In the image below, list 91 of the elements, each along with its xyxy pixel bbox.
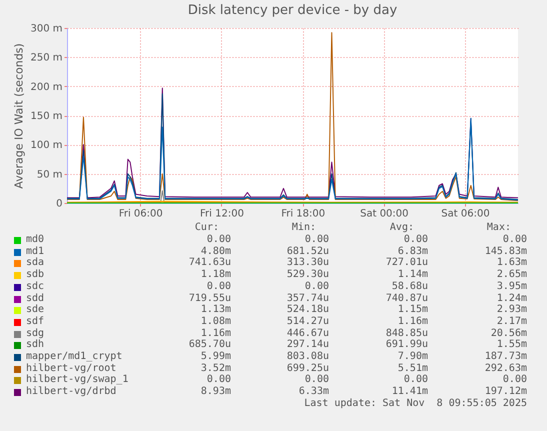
text: Avg: xyxy=(388,222,414,234)
text: 0.00 xyxy=(402,374,428,386)
text: 1.14m xyxy=(396,269,428,282)
text: 197.12m xyxy=(484,386,527,398)
line-series xyxy=(66,32,518,202)
text: 681.52u xyxy=(286,246,329,258)
text: 5.99m xyxy=(200,351,231,363)
text: 0.00 xyxy=(402,234,428,246)
text: 1.63m xyxy=(496,257,527,270)
text: 5.51m xyxy=(396,362,428,374)
legend-label: md0 xyxy=(26,234,44,246)
text: 2.93m xyxy=(496,304,527,316)
text: 685.70u xyxy=(188,339,231,352)
text: 6.33m xyxy=(298,386,329,398)
text: Cur: xyxy=(194,222,219,234)
x-tick-label: Fri 06:00 xyxy=(118,208,163,220)
legend-label: mapper/md1_crypt xyxy=(26,351,122,363)
text: Max: xyxy=(486,222,511,234)
legend-label: md1 xyxy=(26,246,44,257)
y-axis-title: Average IO Wait (seconds) xyxy=(12,43,26,189)
text: 0.00 xyxy=(304,280,329,293)
text: 58.68u xyxy=(390,280,428,293)
text: 0.00 xyxy=(502,234,527,246)
text: 803.08u xyxy=(286,351,329,363)
line-series xyxy=(66,118,518,201)
text: 1.18m xyxy=(200,269,231,282)
legend-label: sda xyxy=(26,257,44,269)
legend-label: sdb xyxy=(26,269,44,281)
y-tick-label: 250 m xyxy=(30,52,62,64)
text: 11.41m xyxy=(390,386,428,398)
text: 848.85u xyxy=(384,328,428,340)
legend-label: sdd xyxy=(26,292,44,304)
text: 297.14u xyxy=(286,339,329,352)
text: 1.15m xyxy=(396,304,428,316)
text: 4.80m xyxy=(200,246,231,258)
text: 7.90m xyxy=(396,351,428,363)
text: 1.55m xyxy=(496,339,527,352)
legend-label: sdg xyxy=(26,328,44,339)
y-tick-label: 0 xyxy=(56,198,62,210)
text: 529.30u xyxy=(286,269,329,282)
text: 3.52m xyxy=(200,362,231,374)
text: 0.00 xyxy=(206,234,231,246)
text: 292.63m xyxy=(484,362,527,374)
text: 514.27u xyxy=(286,316,329,328)
y-tick-label: 300 m xyxy=(30,24,62,34)
legend-label: sdh xyxy=(26,339,44,351)
text: 0.00 xyxy=(206,280,231,293)
x-tick-label: Fri 18:00 xyxy=(281,208,326,220)
legend-label: sdf xyxy=(26,316,44,328)
chart-title: Disk latency per device - by day xyxy=(188,3,398,18)
text: 1.16m xyxy=(200,328,231,340)
text: 524.18u xyxy=(286,304,329,316)
text: 699.25u xyxy=(286,362,329,374)
y-tick-label: 200 m xyxy=(30,82,62,93)
text: 0.00 xyxy=(502,374,527,386)
text: 2.17m xyxy=(496,316,527,328)
text: 313.30u xyxy=(286,257,329,270)
text: 0.00 xyxy=(304,234,329,246)
text: 719.55u xyxy=(188,292,231,304)
y-tick-label: 50 m xyxy=(36,169,62,180)
legend-label: hilbert-vg/root xyxy=(26,362,116,374)
legend-label: hilbert-vg/swap_1 xyxy=(26,374,128,386)
text: 691.99u xyxy=(384,339,428,352)
text: 727.01u xyxy=(384,257,428,270)
legend-label: sde xyxy=(26,304,44,316)
legend-label: sdc xyxy=(26,280,44,293)
text: 187.73m xyxy=(484,351,527,363)
text: 740.87u xyxy=(384,292,428,304)
text: 0.00 xyxy=(206,374,231,386)
text: 8.93m xyxy=(200,386,231,398)
x-tick-label: Sat 06:00 xyxy=(441,208,490,220)
y-tick-label: 100 m xyxy=(30,140,62,152)
text: 357.74u xyxy=(286,292,329,304)
text: 1.24m xyxy=(496,292,527,304)
text: 20.56m xyxy=(490,328,527,340)
text: 1.16m xyxy=(396,316,428,328)
x-tick-label: Fri 12:00 xyxy=(200,208,244,220)
text: 6.83m xyxy=(396,246,428,258)
x-tick-label: Sat 00:00 xyxy=(360,208,409,220)
text: 741.63u xyxy=(188,257,231,270)
text: Last update: Sat Nov 8 09:55:05 2025 xyxy=(303,398,527,410)
text: 3.95m xyxy=(496,280,527,293)
text: 446.67u xyxy=(286,328,329,340)
text: 145.83m xyxy=(484,246,527,258)
text: 1.13m xyxy=(200,304,231,316)
text: Min: xyxy=(290,222,316,234)
text: 0.00 xyxy=(304,374,329,386)
y-tick-label: 150 m xyxy=(30,111,62,122)
text: 1.08m xyxy=(200,316,231,328)
text: 2.65m xyxy=(496,269,527,282)
legend-label: hilbert-vg/drbd xyxy=(26,386,116,398)
